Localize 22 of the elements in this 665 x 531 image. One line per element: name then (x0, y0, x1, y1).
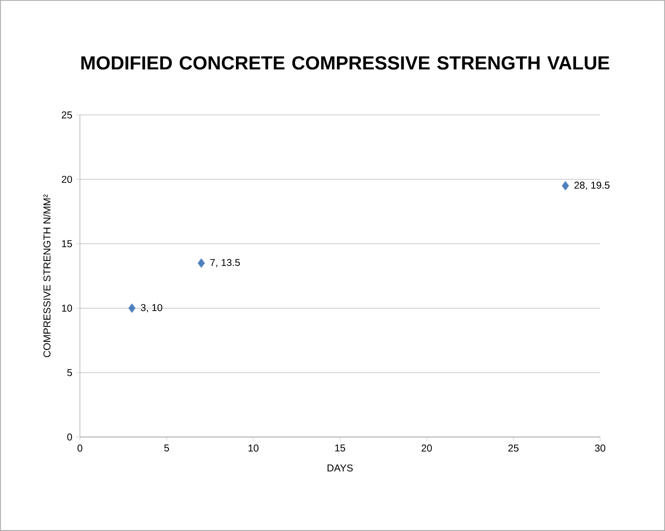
x-tick-label: 20 (422, 444, 432, 452)
y-tick-label: 0 (67, 434, 72, 441)
point (128, 304, 136, 313)
y-tick-label: 15 (62, 240, 72, 248)
data-label: 3, 10 (140, 304, 162, 312)
y-tick-label: 20 (62, 176, 72, 183)
y-tick-label: 10 (62, 304, 72, 312)
chart-title: MODIFIED CONCRETE COMPRESSIVE STRENGTH VALUE (81, 56, 610, 70)
x-tick-label: 10 (248, 444, 258, 452)
data-label: 28, 19.5 (574, 182, 610, 190)
x-tick-label: 15 (335, 444, 346, 452)
x-tick-label: 5 (164, 444, 169, 452)
y-axis-title: COMPRESSIVE STRENGTH N/MM² (43, 194, 50, 358)
x-tick-label: 0 (78, 444, 82, 452)
x-tick-label: 30 (594, 444, 606, 452)
data-label: 7, 13.5 (210, 258, 240, 268)
point (562, 181, 569, 190)
x-axis-title: DAYS (328, 464, 353, 472)
y-tick-label: 25 (62, 111, 72, 118)
point (198, 258, 205, 268)
y-tick-label: 5 (67, 369, 72, 376)
x-tick-label: 25 (508, 444, 519, 452)
